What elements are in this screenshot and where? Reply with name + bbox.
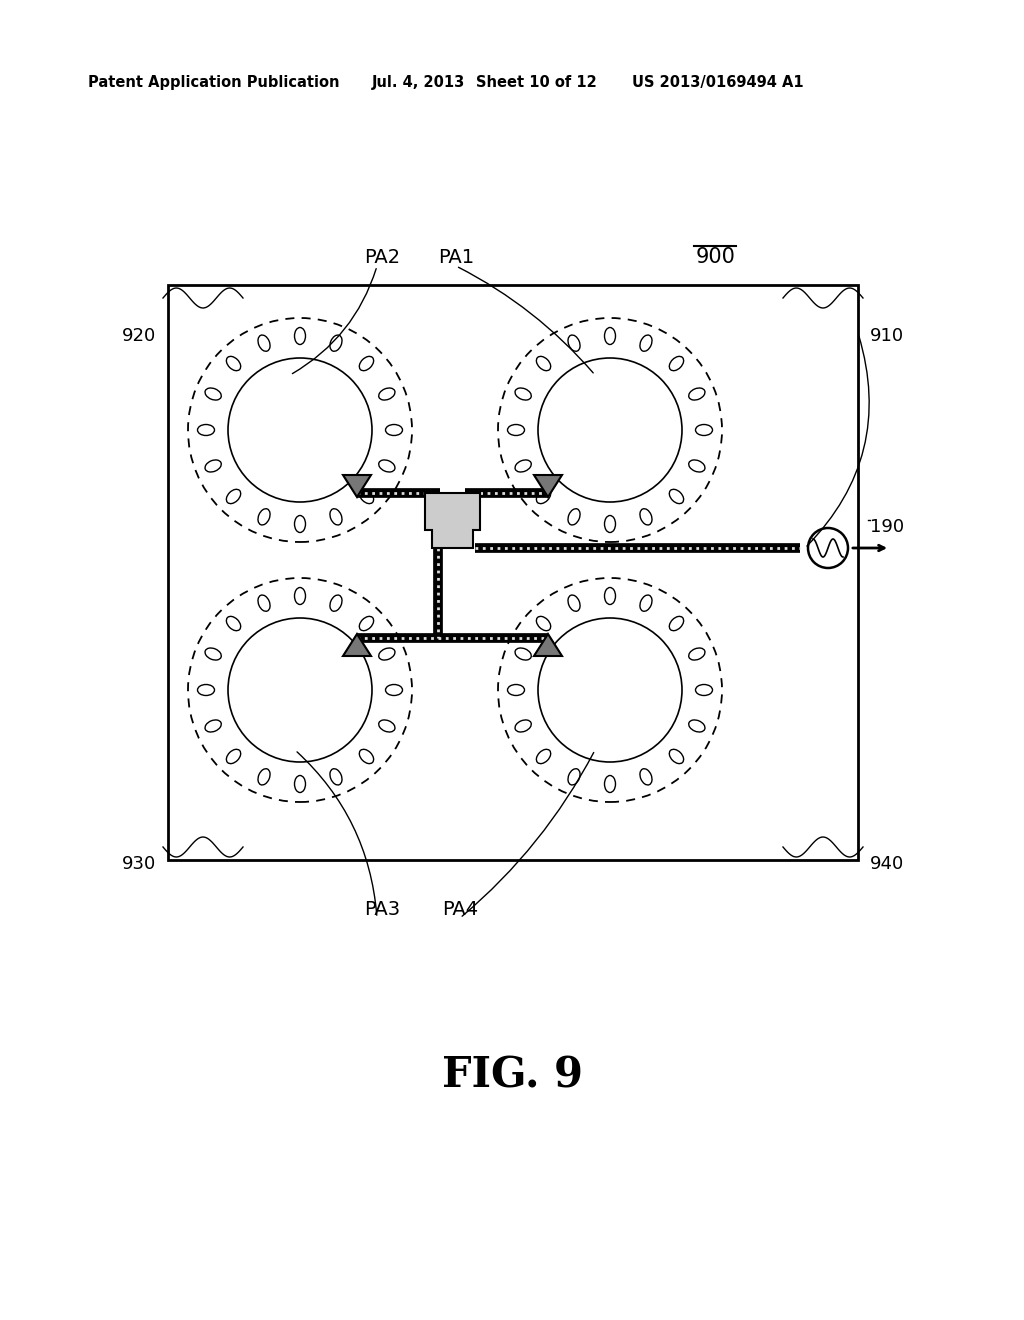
Text: Patent Application Publication: Patent Application Publication: [88, 75, 340, 90]
Text: PA4: PA4: [442, 900, 478, 919]
Bar: [168, 285, 858, 861]
Polygon shape: [534, 475, 562, 498]
Text: PA3: PA3: [364, 900, 400, 919]
Text: 940: 940: [870, 855, 904, 873]
Text: 910: 910: [870, 327, 904, 345]
Text: 920: 920: [122, 327, 156, 345]
Text: Jul. 4, 2013: Jul. 4, 2013: [372, 75, 465, 90]
Text: US 2013/0169494 A1: US 2013/0169494 A1: [632, 75, 804, 90]
Text: PA1: PA1: [438, 248, 474, 267]
Text: 190: 190: [870, 517, 904, 536]
Polygon shape: [343, 475, 371, 498]
Text: Sheet 10 of 12: Sheet 10 of 12: [476, 75, 597, 90]
Text: PA2: PA2: [364, 248, 400, 267]
Text: FIG. 9: FIG. 9: [441, 1055, 583, 1097]
Polygon shape: [343, 634, 371, 656]
Text: 930: 930: [122, 855, 156, 873]
Polygon shape: [534, 634, 562, 656]
Polygon shape: [425, 492, 480, 548]
Text: 900: 900: [696, 247, 736, 267]
